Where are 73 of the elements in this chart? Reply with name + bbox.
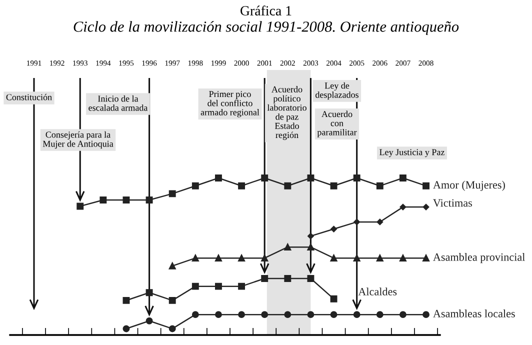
- ref-line-label: Constitución: [6, 94, 52, 100]
- point: [422, 204, 430, 210]
- point: [261, 254, 268, 262]
- point: [307, 311, 314, 318]
- point: [330, 182, 338, 190]
- point: [422, 182, 430, 190]
- ref-line-label: Acuerdo político laboratorio de paz Estado región: [267, 86, 306, 140]
- point: [215, 254, 222, 262]
- point: [100, 196, 107, 204]
- point: [376, 311, 384, 318]
- point: [284, 311, 292, 318]
- point: [215, 311, 222, 318]
- point: [261, 311, 268, 318]
- series-label: Amor (Mujeres): [433, 180, 505, 191]
- point: [146, 317, 153, 324]
- point: [146, 196, 153, 204]
- point: [284, 275, 292, 282]
- ref-line-label: Ley de desplazados: [316, 82, 358, 100]
- point: [215, 174, 222, 182]
- point: [122, 296, 130, 304]
- point: [238, 254, 246, 262]
- point: [353, 174, 360, 182]
- point: [192, 182, 199, 190]
- point: [168, 190, 176, 198]
- point: [307, 275, 314, 282]
- point: [284, 182, 292, 190]
- series-label: Asamblea provincial: [433, 253, 525, 264]
- text: Primer pico del conflicto armado regional: [200, 91, 260, 118]
- point: [353, 254, 360, 262]
- ref-line-label: Inicio de la escalada armada: [88, 95, 148, 111]
- series-label: Alcaldes: [358, 288, 397, 296]
- point: [192, 311, 199, 318]
- point: [354, 218, 360, 226]
- point: [307, 244, 314, 251]
- point: [330, 254, 338, 262]
- point: [399, 174, 406, 182]
- point: [168, 325, 176, 332]
- point: [422, 254, 430, 262]
- point: [330, 226, 337, 232]
- point: [284, 244, 292, 251]
- point: [122, 196, 130, 204]
- point: [400, 204, 406, 210]
- chart-subtitle: Ciclo de la movilización social 1991-2008. Oriente antioqueño: [74, 21, 459, 35]
- point: [376, 254, 384, 262]
- point: [307, 174, 314, 182]
- series-label: Asambleas locales: [433, 310, 515, 318]
- point: [261, 275, 268, 282]
- series-label: Victimas: [433, 199, 472, 207]
- point: [330, 295, 338, 302]
- point: [238, 182, 246, 190]
- point: [76, 202, 84, 210]
- point: [192, 282, 199, 290]
- point: [422, 311, 430, 318]
- point: [238, 311, 246, 318]
- point: [168, 296, 176, 304]
- point: [353, 311, 360, 318]
- point: [399, 311, 406, 318]
- point: [330, 311, 338, 318]
- point: [261, 174, 268, 182]
- ref-line-label: Ley Justicia y Paz: [380, 149, 444, 158]
- chart-title: Gráfica 1: [240, 6, 292, 16]
- point: [168, 262, 176, 270]
- point: [376, 182, 384, 190]
- point: [376, 218, 384, 226]
- point: [238, 282, 246, 290]
- point: [399, 254, 406, 262]
- point: [192, 254, 199, 262]
- text: Acuerdo con paramilitar: [317, 110, 357, 138]
- point: [215, 282, 222, 290]
- ref-line-label: Consejería para la Mujer de Antioquia: [42, 131, 114, 149]
- point: [122, 325, 130, 332]
- point: [308, 232, 314, 240]
- point: [146, 289, 153, 296]
